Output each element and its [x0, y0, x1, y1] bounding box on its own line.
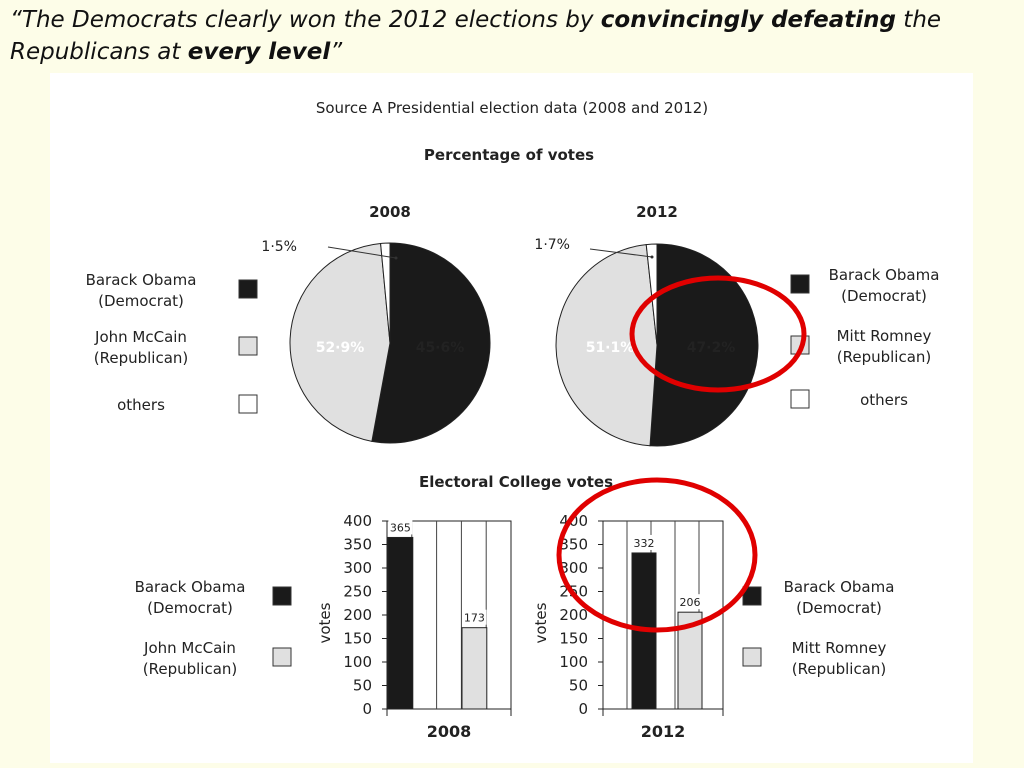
bar-value-label-2008-1: 173 — [464, 612, 485, 625]
bar-ylabel-2008: votes — [316, 602, 334, 643]
pie-title-2012: 2012 — [636, 203, 678, 221]
pie-slice-2008-1 — [289, 242, 391, 442]
legend-label-bar-2012-0: Barack Obama — [784, 578, 895, 596]
pie-leader-dot-2008 — [394, 256, 398, 260]
bar-ytick-label-2008-100: 100 — [343, 653, 372, 671]
bar-ytick-label-2008-350: 350 — [343, 536, 372, 554]
legend-swatch-pie-2008-2 — [238, 394, 258, 414]
bar-ytick-label-2012-100: 100 — [559, 653, 588, 671]
bar-ylabel-2012: votes — [532, 602, 550, 643]
pie-leader-2012 — [589, 248, 653, 258]
legend-swatch-bar-2012-0 — [742, 586, 762, 606]
legend-sublabel-bar-2012-1: (Republican) — [792, 660, 887, 678]
legend-sublabel-pie-2008-1: (Republican) — [94, 349, 189, 367]
annotation-circle-bar-2012 — [556, 477, 758, 633]
legend-swatch-pie-2012-0 — [790, 274, 810, 294]
pie-label-2008-2: 1·5% — [261, 239, 297, 255]
annotations — [556, 275, 807, 633]
legend-sublabel-pie-2008-0: (Democrat) — [98, 292, 184, 310]
pie-label-2012-0: 51·1% — [586, 340, 635, 356]
bar-ytick-label-2008-200: 200 — [343, 606, 372, 624]
legend-swatch-bar-2008-1 — [272, 647, 292, 667]
legend-label-pie-2008-0: Barack Obama — [86, 271, 197, 289]
pie-slice-2012-1 — [555, 244, 658, 447]
pie-label-2008-1: 45·6% — [416, 340, 465, 356]
legend-sublabel-pie-2012-0: (Democrat) — [841, 287, 927, 305]
pie-slice-2012-2 — [645, 243, 658, 346]
legend-label-pie-2008-2: others — [117, 396, 165, 414]
bar-value-bg-2008-1 — [462, 609, 487, 625]
bar-2008-0 — [387, 536, 414, 710]
quote-part-1: “The Democrats clearly won the 2012 elec… — [10, 7, 601, 33]
legend-swatch-bar-2008-0 — [272, 586, 292, 606]
legend-swatch-pie-2008-0 — [238, 279, 258, 299]
legend-swatch-pie-2012-2 — [790, 389, 810, 409]
bar-ytick-label-2012-0: 0 — [578, 700, 588, 718]
bar-ytick-label-2008-400: 400 — [343, 512, 372, 530]
bar-value-label-2012-0: 332 — [634, 537, 655, 550]
bar-ytick-label-2008-50: 50 — [353, 677, 372, 695]
bar-plot-area-2012 — [602, 520, 724, 710]
bar-ytick-label-2012-50: 50 — [569, 677, 588, 695]
quote-emphasis-2: every level — [187, 39, 331, 65]
legend-label-bar-2008-1: John McCain — [143, 639, 236, 657]
legend-sublabel-pie-2012-1: (Republican) — [837, 348, 932, 366]
bar-ytick-label-2012-350: 350 — [559, 536, 588, 554]
pie-leader-dot-2012 — [650, 255, 654, 259]
bar-value-label-2008-0: 365 — [390, 521, 411, 534]
quote-part-3: ” — [330, 39, 343, 65]
bar-ytick-label-2012-200: 200 — [559, 606, 588, 624]
bar-xlabel-2012: 2012 — [641, 722, 686, 741]
legends: Barack Obama (Democrat) John McCain (Republ… — [86, 266, 940, 678]
bar-value-bg-2008-0 — [388, 519, 413, 535]
pie-title-2008: 2008 — [369, 203, 411, 221]
pie-charts: 2008 52·9% 45·6% 1·5% 2012 51·1% 47·2% 1·7% — [261, 203, 759, 447]
pie-slice-2008-2 — [380, 242, 391, 344]
bar-ytick-label-2012-300: 300 — [559, 559, 588, 577]
quote-emphasis-1: convincingly defeating — [600, 7, 896, 33]
quote-part-2: the Republicans at — [10, 7, 942, 65]
legend-swatch-pie-2008-1 — [238, 336, 258, 356]
bar-ytick-label-2012-150: 150 — [559, 630, 588, 648]
pie-slice-2008-0 — [371, 242, 491, 444]
legend-label-pie-2012-1: Mitt Romney — [837, 327, 932, 345]
pie-label-2008-0: 52·9% — [316, 340, 365, 356]
legend-label-bar-2008-0: Barack Obama — [135, 578, 246, 596]
pie-leader-2008 — [327, 246, 397, 259]
bar-ytick-label-2008-300: 300 — [343, 559, 372, 577]
bar-ytick-label-2008-150: 150 — [343, 630, 372, 648]
pie-label-2012-1: 47·2% — [687, 340, 736, 356]
annotation-circle-pie-2012 — [629, 275, 807, 393]
bar-2008-1 — [461, 627, 488, 710]
legend-label-pie-2008-1: John McCain — [94, 328, 187, 346]
legend-sublabel-bar-2008-0: (Democrat) — [147, 599, 233, 617]
pie-label-2012-2: 1·7% — [534, 237, 570, 253]
bar-ytick-label-2008-250: 250 — [343, 583, 372, 601]
pie-slice-2012-0 — [649, 243, 759, 447]
legend-sublabel-bar-2012-0: (Democrat) — [796, 599, 882, 617]
bar-xlabel-2008: 2008 — [427, 722, 472, 741]
bar-value-bg-2012-0 — [632, 534, 656, 550]
legend-label-pie-2012-2: others — [860, 391, 908, 409]
legend-label-bar-2012-1: Mitt Romney — [792, 639, 887, 657]
legend-swatch-bar-2012-1 — [742, 647, 762, 667]
source-title: Source A Presidential election data (200… — [316, 99, 708, 117]
bar-charts: 0 50 100 150 200 250 300 350 400 365 173 2008 votes 0… — [316, 512, 724, 741]
bar-value-bg-2012-1 — [678, 594, 702, 610]
bar-ytick-label-2008-0: 0 — [362, 700, 372, 718]
bar-section-title: Electoral College votes — [419, 473, 613, 491]
headline-quote: “The Democrats clearly won the 2012 elec… — [10, 4, 1010, 68]
legend-label-pie-2012-0: Barack Obama — [829, 266, 940, 284]
legend-sublabel-bar-2008-1: (Republican) — [143, 660, 238, 678]
bar-value-label-2012-1: 206 — [680, 596, 701, 609]
pie-section-title: Percentage of votes — [424, 146, 594, 164]
